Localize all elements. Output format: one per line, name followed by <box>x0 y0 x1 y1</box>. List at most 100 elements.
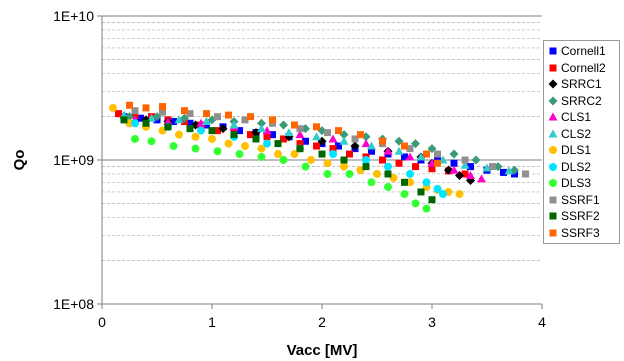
data-point <box>274 140 282 148</box>
data-point <box>395 159 403 167</box>
data-point <box>301 162 310 171</box>
series-ssrf2 <box>120 116 436 204</box>
data-point <box>384 182 392 191</box>
data-point <box>241 142 249 151</box>
legend-label: DLS1 <box>561 143 592 158</box>
legend-marker <box>548 112 558 121</box>
data-point <box>257 144 266 153</box>
data-point <box>313 142 320 150</box>
data-point <box>384 162 392 171</box>
data-point <box>361 139 371 148</box>
data-point <box>318 150 326 158</box>
data-point <box>236 127 243 135</box>
data-point <box>291 121 298 129</box>
data-point <box>214 113 221 121</box>
data-point <box>351 135 359 143</box>
data-point <box>428 165 436 173</box>
legend-label: SSRF2 <box>561 209 600 224</box>
legend-item: SRRC1 <box>544 76 619 93</box>
data-point <box>312 132 321 141</box>
data-point <box>406 145 414 153</box>
data-point <box>335 127 342 135</box>
data-point <box>247 113 254 121</box>
legend-item: CLS2 <box>544 126 619 143</box>
data-point <box>367 141 376 150</box>
data-point <box>213 147 222 156</box>
data-point <box>489 163 496 171</box>
data-point <box>159 103 166 111</box>
data-point <box>257 152 266 161</box>
legend-label: CLS2 <box>561 126 592 141</box>
data-point <box>471 155 481 165</box>
x-tick-label: 0 <box>98 314 106 330</box>
data-point <box>186 125 194 133</box>
data-point <box>460 160 470 169</box>
legend-item: SSRF1 <box>544 192 619 209</box>
data-point <box>296 145 304 153</box>
legend-item: SSRF3 <box>544 225 619 242</box>
series-ssrf1 <box>131 107 529 178</box>
data-point <box>197 126 205 135</box>
data-point <box>449 165 459 174</box>
data-point <box>269 131 276 139</box>
data-point <box>229 120 239 129</box>
data-point <box>279 120 288 130</box>
legend-marker <box>549 146 557 155</box>
x-tick-label: 4 <box>538 314 546 330</box>
legend-label: SRRC1 <box>561 77 602 92</box>
data-point <box>428 196 436 204</box>
legend: Cornell1 Cornell2 SRRC1 SRRC2 CLS1 CLS2 DLS1 DL… <box>543 40 620 244</box>
legend-item: DLS1 <box>544 142 619 159</box>
legend-marker-shape <box>548 79 558 89</box>
data-point <box>147 137 156 146</box>
data-point <box>131 107 139 115</box>
data-point <box>324 129 331 137</box>
legend-marker <box>548 96 558 106</box>
data-point <box>340 156 348 164</box>
data-point <box>252 135 260 143</box>
legend-label: Cornell2 <box>561 60 606 75</box>
data-point <box>191 144 200 153</box>
series-dls3 <box>131 134 431 213</box>
data-point <box>284 128 294 137</box>
data-point <box>159 108 166 116</box>
legend-marker-shape <box>548 96 558 106</box>
data-point <box>373 169 381 178</box>
data-point <box>164 123 172 131</box>
data-point <box>522 170 529 178</box>
data-point <box>186 110 194 118</box>
data-point <box>170 118 177 126</box>
data-point <box>131 119 139 128</box>
data-point <box>280 135 287 143</box>
data-point <box>335 142 342 150</box>
data-point <box>423 150 430 158</box>
legend-item: Cornell2 <box>544 60 619 77</box>
data-point <box>109 103 117 112</box>
data-point <box>186 119 194 127</box>
legend-item: DLS3 <box>544 175 619 192</box>
data-point <box>412 163 419 171</box>
data-point <box>434 150 441 158</box>
legend-marker-shape <box>549 212 557 220</box>
data-point <box>439 190 447 199</box>
axes: 0 1 2 3 4 1E+08 1E+09 1E+10 <box>53 8 546 330</box>
data-point <box>263 133 271 141</box>
x-axis-label: Vacc [MV] <box>287 342 358 359</box>
data-point <box>455 190 464 199</box>
series-ssrf3 <box>126 101 441 167</box>
legend-marker <box>549 196 557 204</box>
legend-marker-shape <box>549 196 557 204</box>
y-tick-label: 1E+10 <box>53 8 94 24</box>
data-point <box>416 152 426 161</box>
data-point <box>400 190 409 199</box>
legend-item: CLS1 <box>544 109 619 126</box>
legend-label: SSRF1 <box>561 192 600 207</box>
data-point <box>296 140 304 148</box>
data-point <box>339 136 349 145</box>
data-point <box>466 171 475 180</box>
data-point <box>163 117 173 126</box>
series-dls2 <box>131 119 447 199</box>
data-points <box>109 101 529 213</box>
data-point <box>142 104 150 112</box>
legend-item: DLS2 <box>544 159 619 176</box>
